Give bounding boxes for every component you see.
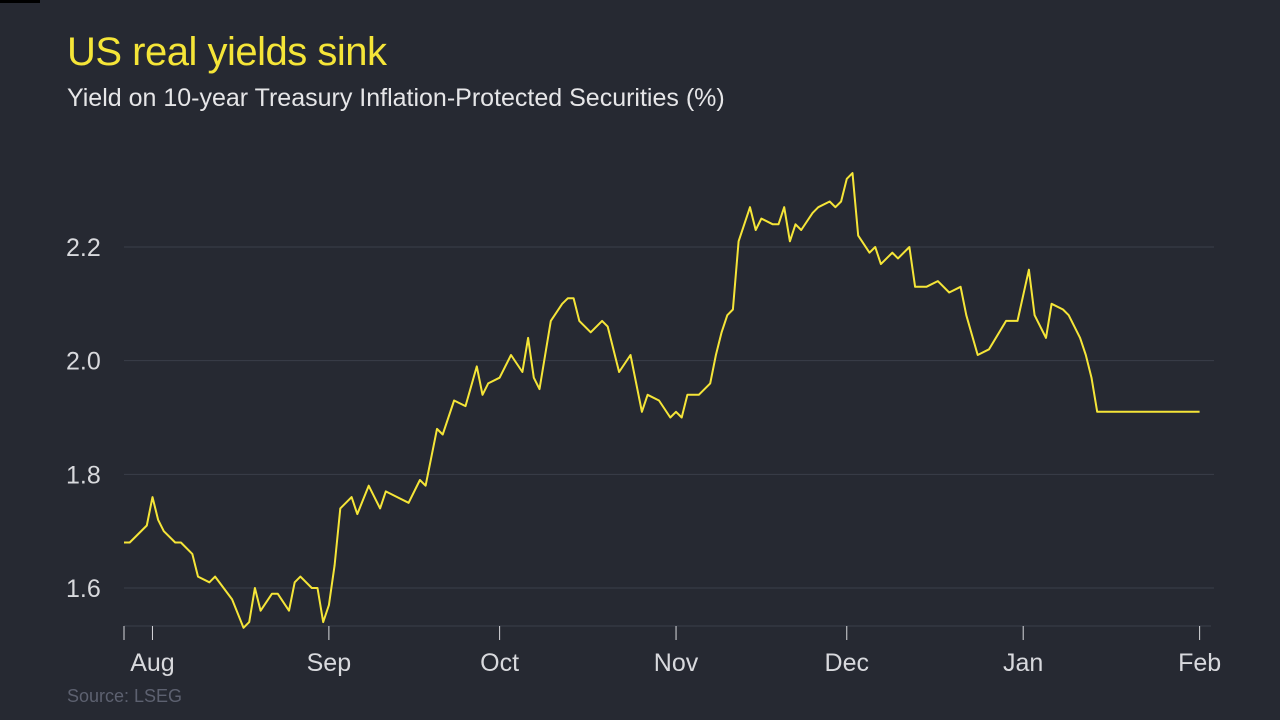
x-tick-label-sep: Sep <box>307 649 351 677</box>
x-tick-label-oct: Oct <box>480 649 519 677</box>
corner-mark <box>0 0 40 3</box>
x-tick-label-feb: Feb <box>1178 649 1221 677</box>
source-note: Source: LSEG <box>67 686 183 706</box>
grid-lines <box>124 246 1214 589</box>
x-tick-label-jan: Jan <box>1003 649 1043 677</box>
y-tick-label: 1.6 <box>66 575 101 603</box>
y-axis-ticks: 1.6 1.8 2.0 2.2 <box>66 234 101 603</box>
series-group <box>124 172 1200 629</box>
chart-title: US real yields sink <box>67 30 387 74</box>
chart-subtitle: Yield on 10-year Treasury Inflation-Prot… <box>67 84 725 112</box>
x-axis: Aug Sep Oct Nov Dec Jan Feb <box>123 625 1221 677</box>
x-tick-label-dec: Dec <box>825 649 869 677</box>
y-tick-label: 2.2 <box>66 234 101 262</box>
x-tick-label-nov: Nov <box>654 649 699 677</box>
y-tick-label: 2.0 <box>66 348 101 376</box>
y-tick-label: 1.8 <box>66 461 101 489</box>
x-tick-label-aug: Aug <box>130 649 174 677</box>
series-line-tips-yield <box>124 172 1200 629</box>
